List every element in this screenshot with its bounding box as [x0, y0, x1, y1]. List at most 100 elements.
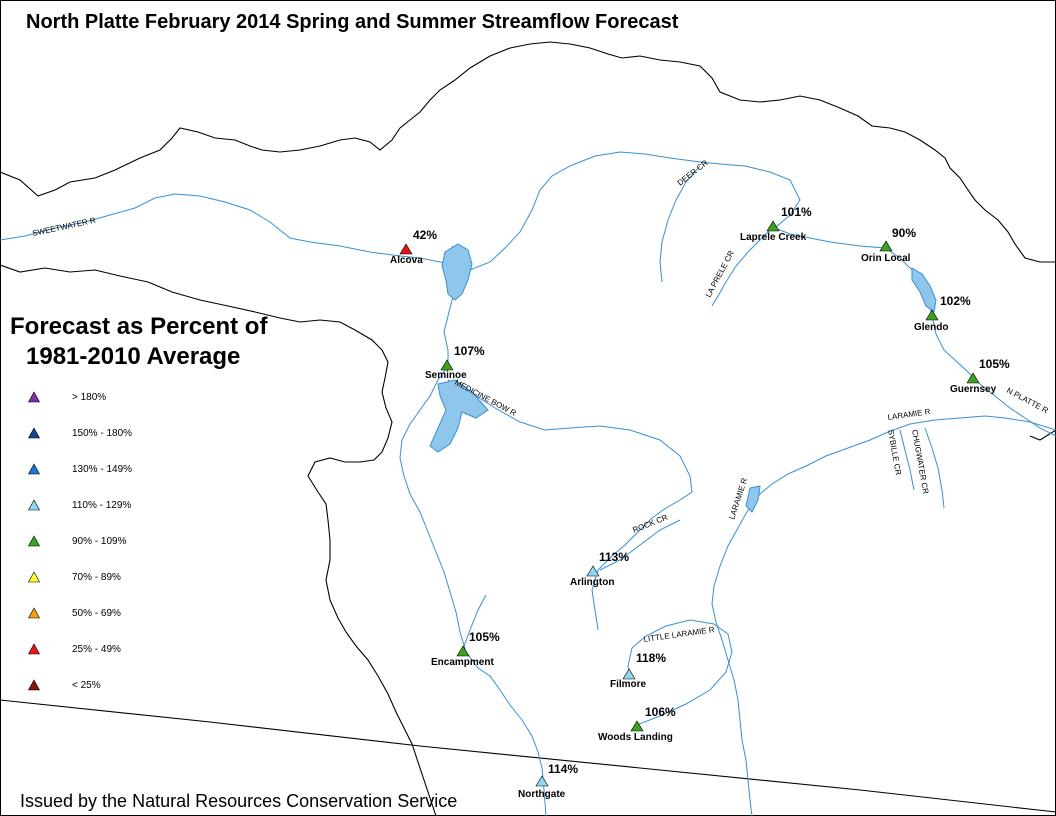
laprele-creek: [711, 227, 773, 307]
legend-label: > 180%: [72, 392, 107, 403]
triangle-icon: [28, 607, 40, 619]
station-percent: 105%: [469, 630, 500, 644]
legend-item-90-109: 90% - 109%: [28, 532, 228, 552]
legend-item-25-49: 25% - 49%: [28, 640, 228, 660]
legend-item-130-149: 130% - 149%: [28, 460, 228, 480]
station-marker[interactable]: [535, 775, 549, 787]
legend-item-50-69: 50% - 69%: [28, 604, 228, 624]
station-percent: 118%: [636, 651, 666, 665]
reservoirs: [429, 243, 937, 513]
wheatland-reservoir: [745, 485, 761, 513]
station-percent: 107%: [454, 344, 485, 358]
laramie-river: [711, 415, 1056, 816]
station-guernsey[interactable]: 105% Guernsey: [950, 357, 1010, 395]
triangle-icon: [28, 391, 40, 403]
station-name: Seminoe: [425, 370, 467, 381]
legend-title: Forecast as Percent of 1981-2010 Average: [10, 312, 267, 372]
legend-title-line2: 1981-2010 Average: [26, 343, 241, 370]
station-marker[interactable]: [586, 565, 600, 577]
station-name: Guernsey: [950, 384, 997, 395]
station-marker[interactable]: [879, 240, 893, 252]
river-label-deer-cr: DEER CR: [676, 158, 710, 187]
river-label-sweetwater: SWEETWATER R: [32, 216, 97, 238]
station-percent: 42%: [413, 228, 437, 242]
station-name: Woods Landing: [598, 732, 673, 743]
triangle-icon: [28, 571, 40, 583]
station-orin-local[interactable]: 90% Orin Local: [861, 226, 916, 264]
county-line: [1029, 429, 1056, 441]
legend-label: 110% - 129%: [72, 500, 132, 511]
station-encampment[interactable]: 105% Encampment: [431, 630, 500, 668]
triangle-icon: [28, 679, 40, 691]
river-label-sybille-cr: SYBILLE CR: [886, 429, 903, 476]
river-label-n-platte: N PLATTE R: [1005, 386, 1050, 415]
station-filmore[interactable]: 118% Filmore: [610, 651, 666, 690]
triangle-icon: [28, 427, 40, 439]
basin-boundary-north: [0, 41, 1056, 263]
encampment-river: [461, 594, 487, 653]
basin-boundary-west: [0, 264, 437, 816]
station-name: Laprele Creek: [740, 232, 807, 243]
station-seminoe[interactable]: 107% Seminoe: [425, 344, 485, 381]
legend-label: 50% - 69%: [72, 608, 121, 619]
station-marker[interactable]: [399, 243, 413, 255]
seminoe-reservoir: [429, 379, 489, 453]
river-label-little-laramie: LITTLE LARAMIE R: [643, 625, 715, 644]
station-marker[interactable]: [440, 359, 454, 371]
station-name: Alcova: [390, 255, 423, 266]
legend-item-lt25: < 25%: [28, 676, 228, 696]
station-name: Encampment: [431, 657, 494, 668]
station-percent: 101%: [781, 205, 812, 219]
station-marker[interactable]: [622, 668, 636, 680]
station-alcova[interactable]: 42% Alcova: [390, 228, 437, 266]
station-marker[interactable]: [925, 309, 939, 321]
station-percent: 102%: [940, 294, 971, 308]
map-title: North Platte February 2014 Spring and Su…: [26, 11, 679, 33]
stations: 42% Alcova 101% Laprele Creek 90% Orin L…: [390, 205, 1010, 800]
legend-item-gt180: > 180%: [28, 388, 228, 408]
legend-label: 25% - 49%: [72, 644, 121, 655]
legend-label: < 25%: [72, 680, 101, 691]
legend-label: 90% - 109%: [72, 536, 127, 547]
legend-item-150-180: 150% - 180%: [28, 424, 228, 444]
rock-creek: [599, 519, 681, 571]
station-name: Filmore: [610, 679, 647, 690]
legend-label: 150% - 180%: [72, 428, 133, 439]
station-northgate[interactable]: 114% Northgate: [518, 762, 578, 800]
legend-item-70-89: 70% - 89%: [28, 568, 228, 588]
medicine-bow-river: [447, 379, 693, 631]
station-marker[interactable]: [766, 220, 780, 232]
deer-creek: [659, 165, 701, 283]
legend-label: 70% - 89%: [72, 572, 121, 583]
station-name: Arlington: [570, 577, 614, 588]
station-percent: 105%: [979, 357, 1010, 371]
legend-label: 130% - 149%: [72, 464, 133, 475]
station-marker[interactable]: [966, 372, 980, 384]
chugwater-creek: [924, 427, 945, 509]
station-glendo[interactable]: 102% Glendo: [914, 294, 971, 333]
pathfinder-reservoir: [441, 243, 473, 301]
sybille-creek: [899, 429, 915, 491]
station-marker[interactable]: [456, 645, 470, 657]
station-name: Glendo: [914, 322, 948, 333]
legend-item-110-129: 110% - 129%: [28, 496, 228, 516]
station-percent: 113%: [599, 550, 629, 564]
station-marker[interactable]: [630, 720, 644, 732]
station-name: Northgate: [518, 789, 566, 800]
triangle-icon: [28, 535, 40, 547]
station-arlington[interactable]: 113% Arlington: [570, 550, 629, 588]
boundaries: [0, 41, 1056, 816]
sweetwater-river: [0, 193, 441, 263]
triangle-icon: [28, 643, 40, 655]
triangle-icon: [28, 463, 40, 475]
station-percent: 114%: [548, 762, 578, 776]
legend-title-line1: Forecast as Percent of: [10, 313, 268, 340]
station-woods-landing[interactable]: 106% Woods Landing: [598, 705, 676, 743]
triangle-icon: [28, 499, 40, 511]
station-laprele-creek[interactable]: 101% Laprele Creek: [740, 205, 812, 243]
station-name: Orin Local: [861, 253, 911, 264]
station-percent: 106%: [645, 705, 676, 719]
station-percent: 90%: [892, 226, 916, 240]
